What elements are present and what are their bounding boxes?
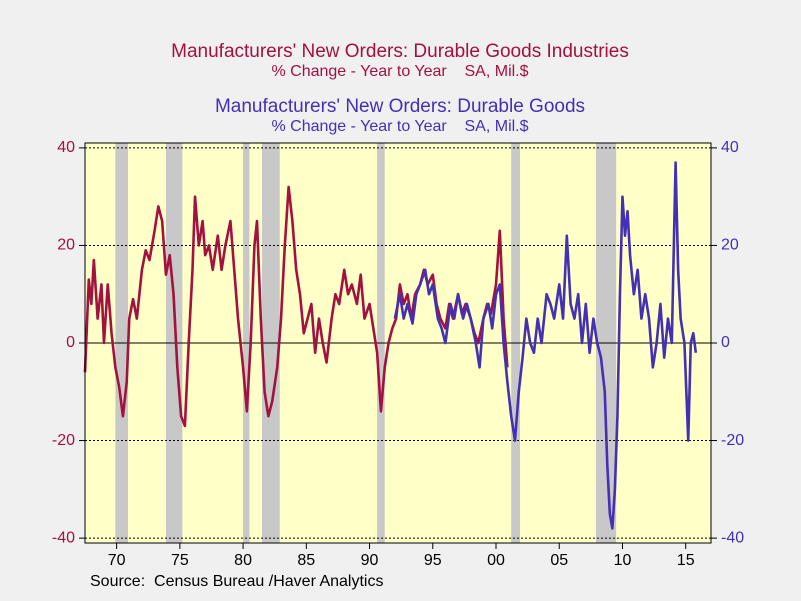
x-tick-label: 70 bbox=[108, 552, 126, 569]
series-1-title: Manufacturers' New Orders: Durable Goods… bbox=[171, 41, 629, 62]
y-tick-label: 0 bbox=[66, 334, 75, 351]
series-2-units: % Change - Year to Year SA, Mil.$ bbox=[271, 118, 528, 135]
x-tick-label: 05 bbox=[550, 552, 568, 569]
series-line bbox=[83, 185, 509, 428]
y-tick-label: -40 bbox=[52, 529, 75, 546]
y2-tick-label: -40 bbox=[721, 529, 744, 546]
y2-tick-label: 0 bbox=[721, 334, 730, 351]
series-2-title: Manufacturers' New Orders: Durable Goods bbox=[215, 96, 585, 117]
series-1-units: % Change - Year to Year SA, Mil.$ bbox=[271, 63, 528, 80]
y-tick-label: -20 bbox=[52, 432, 75, 449]
x-tick-label: 10 bbox=[614, 552, 632, 569]
x-tick-label: 75 bbox=[171, 552, 189, 569]
x-tick-label: 95 bbox=[424, 552, 442, 569]
x-tick-label: 90 bbox=[361, 552, 379, 569]
plot-border bbox=[84, 142, 712, 544]
y2-tick-label: 40 bbox=[721, 139, 739, 156]
y2-tick-label: -20 bbox=[721, 432, 744, 449]
source: Source: Census Bureau /Haver Analytics bbox=[90, 573, 383, 590]
y-tick-label: 20 bbox=[57, 237, 75, 254]
x-tick-label: 00 bbox=[487, 552, 505, 569]
series-line bbox=[393, 161, 698, 530]
x-tick-label: 85 bbox=[297, 552, 315, 569]
y-tick-label: 40 bbox=[57, 139, 75, 156]
y2-tick-label: 20 bbox=[721, 237, 739, 254]
x-tick-label: 80 bbox=[234, 552, 252, 569]
x-tick-label: 15 bbox=[677, 552, 695, 569]
